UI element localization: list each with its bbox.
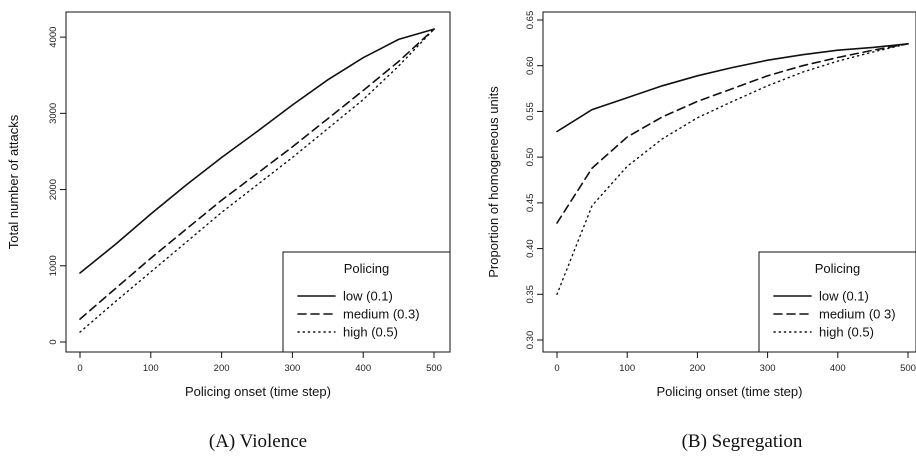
- series-line-dashed: [556, 42, 909, 224]
- legend-label: medium (0.3): [343, 307, 420, 322]
- x-tick-label: 500: [900, 363, 916, 374]
- series-line-dotted: [79, 28, 435, 333]
- series-line-solid: [556, 42, 909, 133]
- plot-frame: [542, 11, 916, 353]
- y-tick-label: 0.35: [525, 285, 536, 304]
- legend-box: [282, 251, 451, 353]
- series-line-solid: [79, 28, 435, 274]
- x-tick-label: 100: [619, 363, 635, 374]
- y-tick-label: 0.55: [525, 102, 536, 121]
- y-tick-label: 4000: [48, 27, 59, 48]
- x-tick-label: 300: [284, 363, 300, 374]
- plot-frame: [65, 11, 451, 353]
- x-axis-label: Policing onset (time step): [657, 384, 803, 399]
- x-tick-label: 100: [143, 363, 159, 374]
- x-tick-label: 400: [355, 363, 371, 374]
- legend-label: low (0.1): [343, 289, 393, 304]
- panel-caption: (A) Violence: [209, 431, 307, 452]
- y-tick-label: 0.45: [525, 194, 536, 213]
- x-tick-label: 200: [214, 363, 230, 374]
- x-tick-label: 500: [426, 363, 442, 374]
- series-line-dotted: [556, 43, 909, 295]
- x-tick-label: 400: [830, 363, 846, 374]
- legend-title: Policing: [815, 261, 861, 276]
- y-tick-label: 2000: [48, 179, 59, 200]
- segregation-panel: 0 100 200 300 400 500 0.30 0.35 0.40 0.45 0.50 0.55…: [486, 11, 916, 452]
- panel-caption: (B) Segregation: [682, 431, 803, 452]
- legend-title: Policing: [344, 261, 390, 276]
- x-tick-label: 300: [760, 363, 776, 374]
- y-tick-label: 1000: [48, 255, 59, 276]
- y-axis-label: Proportion of homogeneous units: [486, 86, 501, 278]
- y-axis-label: Total number of attacks: [6, 114, 21, 249]
- legend-label: medium (0 3): [819, 307, 896, 322]
- y-tick-label: 0: [48, 339, 59, 344]
- x-tick-label: 200: [689, 363, 705, 374]
- legend-label: high (0.5): [819, 325, 874, 340]
- legend-label: high (0.5): [343, 325, 398, 340]
- x-tick-label: 0: [77, 363, 82, 374]
- legend-box: [758, 251, 916, 353]
- x-tick-label: 0: [554, 363, 559, 374]
- y-tick-label: 3000: [48, 103, 59, 124]
- series-line-dashed: [79, 28, 435, 320]
- x-axis-label: Policing onset (time step): [185, 384, 331, 399]
- y-tick-label: 0.65: [525, 11, 536, 30]
- y-tick-label: 0.40: [525, 239, 536, 257]
- y-tick-label: 0.50: [525, 148, 536, 167]
- y-tick-label: 0.30: [525, 331, 536, 350]
- violence-panel: 0 100 200 300 400 500 0 1000 2000 3000 4000 Policin…: [6, 11, 451, 452]
- legend-label: low (0.1): [819, 289, 869, 304]
- y-tick-label: 0.60: [525, 56, 536, 75]
